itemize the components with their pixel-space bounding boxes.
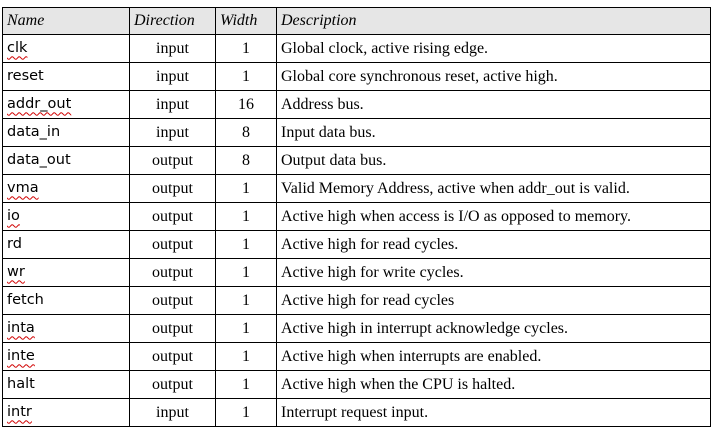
width-cell: 1	[215, 62, 277, 91]
description-cell: Active high for read cycles	[276, 286, 711, 315]
signal-name-text: vma	[7, 180, 39, 197]
signal-name-text: wr	[7, 264, 25, 281]
width-cell: 1	[215, 286, 277, 315]
signal-name-text: clk	[7, 40, 28, 57]
direction-cell: output	[129, 202, 216, 231]
direction-cell: output	[129, 370, 216, 399]
direction-cell: output	[129, 286, 216, 315]
signal-name-text: intr	[7, 404, 32, 421]
header-width: Width	[215, 7, 277, 35]
description-cell: Active high when the CPU is halted.	[276, 370, 711, 399]
width-cell: 1	[215, 174, 277, 203]
signal-table: Name Direction Width Description clk inpu…	[2, 7, 711, 427]
width-cell: 1	[215, 398, 277, 427]
table-row: rd output 1 Active high for read cycles.	[2, 230, 711, 259]
signal-name-cell: wr	[2, 258, 130, 287]
direction-cell: input	[129, 398, 216, 427]
header-direction: Direction	[129, 7, 216, 35]
header-name: Name	[2, 7, 130, 35]
description-cell: Output data bus.	[276, 146, 711, 175]
table-row: halt output 1 Active high when the CPU is h…	[2, 370, 711, 399]
table-row: wr output 1 Active high for write cycles.	[2, 258, 711, 287]
description-cell: Active high for read cycles.	[276, 230, 711, 259]
description-cell: Input data bus.	[276, 118, 711, 147]
table-row: inte output 1 Active high when interrupts a…	[2, 342, 711, 371]
signal-name-cell: halt	[2, 370, 130, 399]
signal-name-text: inte	[7, 348, 35, 365]
width-cell: 16	[215, 90, 277, 119]
description-cell: Valid Memory Address, active when addr_o…	[276, 174, 711, 203]
header-description: Description	[276, 7, 711, 35]
table-row: addr_out input 16 Address bus.	[2, 90, 711, 119]
signal-name-cell: data_in	[2, 118, 130, 147]
direction-cell: input	[129, 118, 216, 147]
direction-cell: input	[129, 62, 216, 91]
description-cell: Global core synchronous reset, active hi…	[276, 62, 711, 91]
width-cell: 1	[215, 34, 277, 63]
signal-name-cell: reset	[2, 62, 130, 91]
signal-table-body: clk input 1 Global clock, active rising edg…	[2, 34, 711, 427]
width-cell: 1	[215, 314, 277, 343]
header-row: Name Direction Width Description	[2, 7, 711, 35]
table-row: reset input 1 Global core synchronous reset…	[2, 62, 711, 91]
description-cell: Address bus.	[276, 90, 711, 119]
direction-cell: output	[129, 258, 216, 287]
direction-cell: input	[129, 34, 216, 63]
signal-name-cell: intr	[2, 398, 130, 427]
width-cell: 1	[215, 230, 277, 259]
table-row: data_in input 8 Input data bus.	[2, 118, 711, 147]
width-cell: 8	[215, 118, 277, 147]
description-cell: Active high for write cycles.	[276, 258, 711, 287]
direction-cell: output	[129, 314, 216, 343]
width-cell: 8	[215, 146, 277, 175]
signal-name-cell: io	[2, 202, 130, 231]
description-cell: Global clock, active rising edge.	[276, 34, 711, 63]
signal-name-cell: clk	[2, 34, 130, 63]
description-cell: Active high in interrupt acknowledge cyc…	[276, 314, 711, 343]
signal-name-cell: vma	[2, 174, 130, 203]
table-row: intr input 1 Interrupt request input.	[2, 398, 711, 427]
width-cell: 1	[215, 258, 277, 287]
table-row: inta output 1 Active high in interrupt ackn…	[2, 314, 711, 343]
signal-name-text: inta	[7, 320, 35, 337]
table-row: data_out output 8 Output data bus.	[2, 146, 711, 175]
table-row: clk input 1 Global clock, active rising edg…	[2, 34, 711, 63]
width-cell: 1	[215, 342, 277, 371]
signal-name-cell: addr_out	[2, 90, 130, 119]
description-cell: Interrupt request input.	[276, 398, 711, 427]
direction-cell: output	[129, 342, 216, 371]
signal-name-cell: fetch	[2, 286, 130, 315]
signal-name-text: io	[7, 208, 20, 225]
signal-name-cell: rd	[2, 230, 130, 259]
description-cell: Active high when access is I/O as oppose…	[276, 202, 711, 231]
signal-name-cell: inta	[2, 314, 130, 343]
signal-name-cell: data_out	[2, 146, 130, 175]
description-cell: Active high when interrupts are enabled.	[276, 342, 711, 371]
signal-name-cell: inte	[2, 342, 130, 371]
signal-name-text: addr_out	[7, 96, 72, 113]
direction-cell: input	[129, 90, 216, 119]
table-row: io output 1 Active high when access is I/O …	[2, 202, 711, 231]
table-row: vma output 1 Valid Memory Address, active w…	[2, 174, 711, 203]
width-cell: 1	[215, 370, 277, 399]
direction-cell: output	[129, 146, 216, 175]
table-row: fetch output 1 Active high for read cycles	[2, 286, 711, 315]
width-cell: 1	[215, 202, 277, 231]
direction-cell: output	[129, 174, 216, 203]
direction-cell: output	[129, 230, 216, 259]
